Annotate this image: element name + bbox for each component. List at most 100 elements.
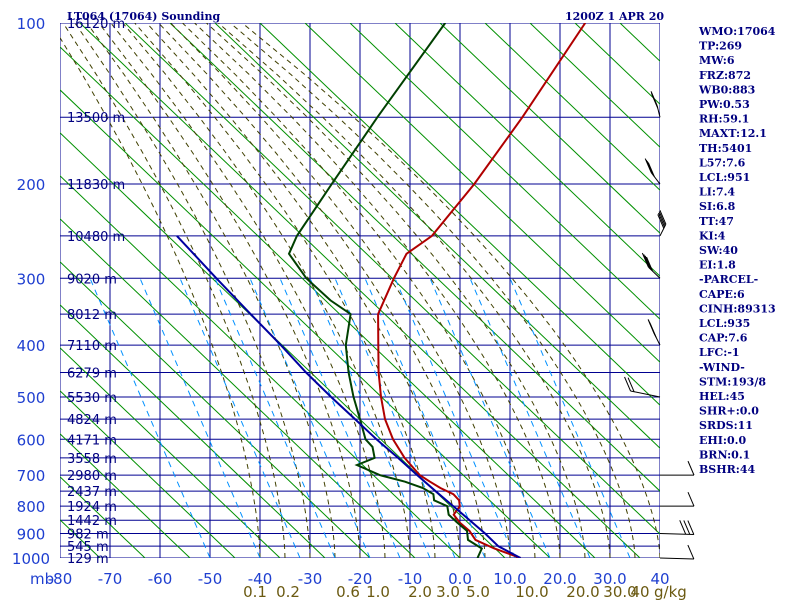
mixing-ratio-line: [179, 278, 301, 558]
wind-barb-feather: [644, 255, 652, 270]
moist-adiabat-line: [229, 23, 636, 558]
dry-adiabat-line: [79, 23, 641, 558]
height-label: 129 m: [67, 552, 109, 567]
wind-barb-feather: [687, 460, 695, 476]
stat-line: PW:0.53: [699, 98, 750, 111]
wind-barb: [660, 460, 695, 476]
moist-adiabat-line: [122, 23, 411, 558]
pressure-tick-label: 800: [17, 498, 46, 516]
stat-line: L57:7.6: [699, 156, 746, 169]
temperature-axis: mb-80 -70 -60 -50 -40 -30 -20 -10 0.0 10.0 20.0 30.…: [30, 570, 687, 600]
stat-line: CAP:7.6: [699, 332, 748, 345]
stat-line: RH:59.1: [699, 113, 749, 126]
stat-line: EI:1.8: [699, 259, 736, 272]
stat-line: KI:4: [699, 229, 726, 242]
dry-adiabat-line: [304, 23, 660, 363]
height-label: 11830 m: [67, 178, 125, 193]
pressure-axis: 100 200 300 400 500 600 700 800 900 1000: [12, 15, 50, 568]
dry-adiabat-line: [484, 23, 660, 191]
height-label: 982 m: [67, 528, 109, 543]
wind-barb-feather: [658, 212, 665, 228]
stat-line: LCL:935: [699, 317, 750, 330]
moist-adiabat-line: [182, 23, 536, 558]
temperature-tick-label: 0.0: [448, 570, 472, 588]
moist-adiabat-line: [98, 23, 361, 558]
wind-barb: [660, 491, 695, 507]
height-label: 5530 m: [67, 391, 117, 406]
mixing-ratio-line: [309, 278, 431, 558]
wind-barb-feather: [683, 520, 691, 535]
stat-line: TP:269: [699, 40, 742, 53]
stat-line: WMO:17064: [698, 25, 776, 38]
sounding-series: [176, 23, 587, 558]
mixing-ratio-lines: [89, 278, 631, 558]
height-label: 8012 m: [67, 308, 117, 323]
wind-barb-feather: [649, 323, 657, 338]
dry-adiabat-line: [60, 433, 191, 558]
height-label: 1924 m: [67, 500, 117, 515]
moist-adiabat-line: [134, 23, 436, 558]
mixing-ratio-label: 40: [630, 583, 649, 600]
height-label: 13500 m: [67, 111, 125, 126]
dewpoint-line: [287, 23, 484, 558]
stat-line: -PARCEL-: [699, 273, 758, 286]
height-label: 6279 m: [67, 366, 117, 381]
stat-line: FRZ:872: [699, 69, 751, 82]
dry-adiabat-line: [60, 261, 371, 558]
temperature-tick-label: -50: [198, 570, 223, 588]
stat-line: TH:5401: [699, 142, 752, 155]
wind-barb-feather: [627, 377, 635, 392]
pressure-tick-label: 1000: [12, 550, 50, 568]
wind-barb: [641, 252, 661, 279]
height-label: 16120 m: [67, 17, 125, 32]
mixing-ratio-line: [364, 278, 486, 558]
wind-barb: [624, 376, 661, 398]
wind-barb-feather: [641, 252, 649, 268]
pressure-tick-label: 900: [17, 526, 46, 544]
stat-line: HEL:45: [699, 390, 745, 403]
mixing-ratio-line: [334, 278, 456, 558]
wind-barb-feather: [658, 211, 666, 226]
wind-barbs: [624, 91, 695, 560]
pressure-tick-label: 400: [17, 337, 46, 355]
dry-adiabat-line: [439, 23, 660, 234]
moist-adiabats: [60, 23, 660, 558]
wind-barb-staff: [659, 557, 694, 560]
mixing-ratio-line: [279, 278, 401, 558]
mixing-ratio-line: [214, 278, 336, 558]
pressure-tick-label: 100: [17, 15, 46, 33]
chart-datetime: 1200Z 1 APR 20: [565, 10, 664, 23]
stat-line: SRDS:11: [699, 419, 753, 432]
stat-line: LI:7.4: [699, 186, 735, 199]
stat-line: CAPE:6: [699, 288, 745, 301]
moist-adiabat-line: [158, 23, 486, 558]
mixing-ratio-line: [249, 278, 371, 558]
temperature-tick-label: 40: [650, 570, 669, 588]
dry-adiabat-line: [60, 390, 236, 558]
moist-adiabat-line: [217, 23, 611, 558]
temperature-tick-label: -80: [48, 570, 73, 588]
dry-adiabat-line: [214, 23, 660, 449]
stat-line: SI:6.8: [699, 200, 736, 213]
temperature-tick-label: -10: [398, 570, 423, 588]
stat-line: SW:40: [699, 244, 738, 257]
dry-adiabat-line: [60, 218, 416, 558]
height-label: 3558 m: [67, 452, 117, 467]
mixing-ratio-line: [469, 278, 591, 558]
height-label: 10480 m: [67, 230, 125, 245]
moist-adiabat-line: [60, 36, 261, 558]
temperature-line: [377, 23, 587, 558]
temperature-tick-label: -70: [98, 570, 123, 588]
stat-line: LFC:-1: [699, 346, 740, 359]
mixing-ratio-label: 5.0: [466, 583, 490, 600]
mixing-ratio-line: [89, 278, 211, 558]
mixing-ratio-line: [139, 278, 261, 558]
moist-adiabat-line: [194, 23, 561, 558]
mixing-ratio-label: 0.1: [243, 583, 267, 600]
temperature-tick-label: -60: [148, 570, 173, 588]
pressure-tick-label: 200: [17, 176, 46, 194]
moist-adiabat-line: [206, 23, 586, 558]
moist-adiabat-line: [86, 23, 336, 558]
wind-barb-feather: [687, 544, 695, 560]
